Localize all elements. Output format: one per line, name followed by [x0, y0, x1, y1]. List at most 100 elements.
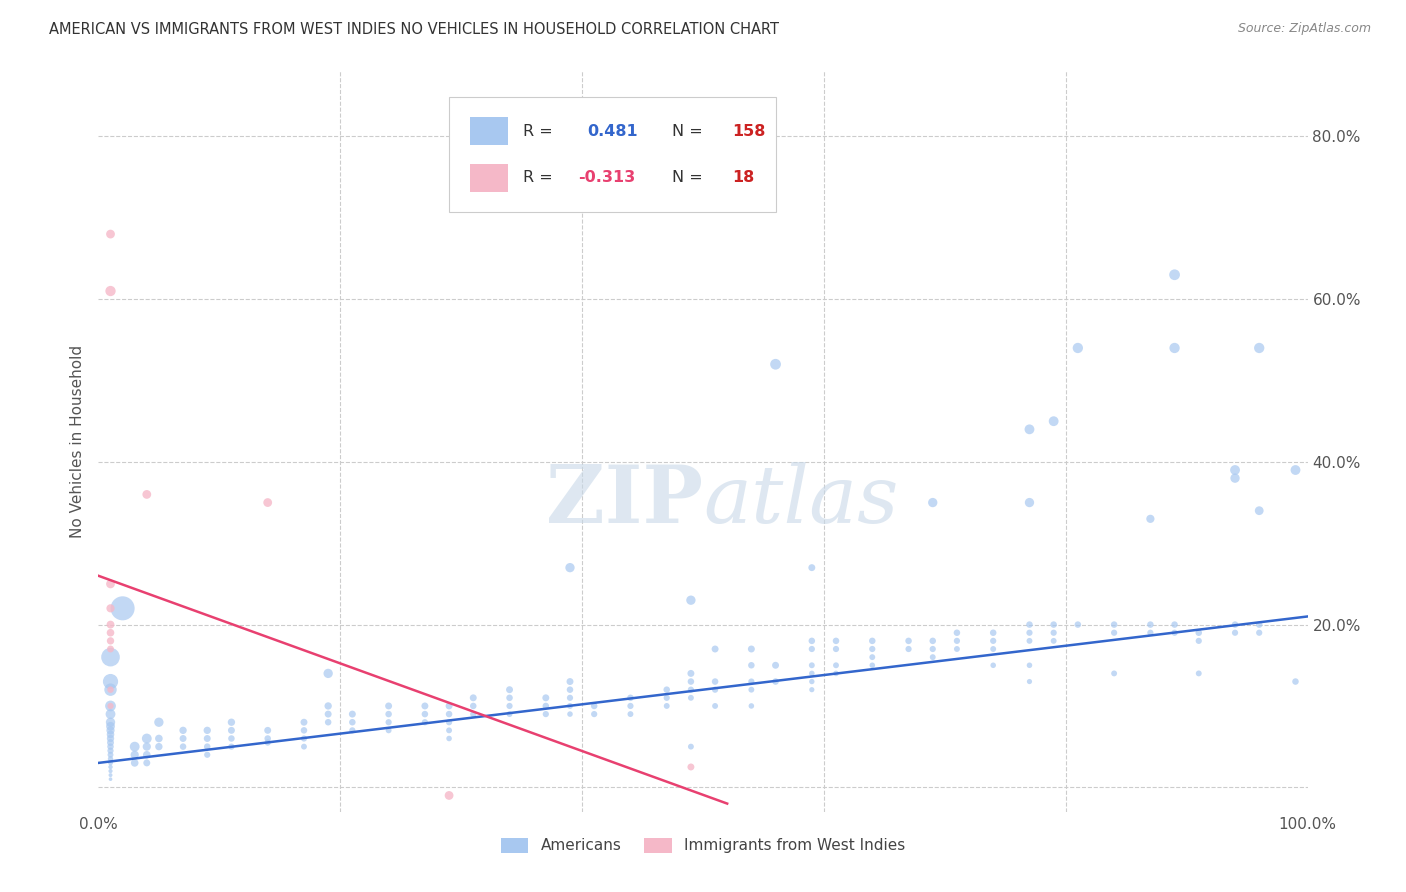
Point [1018, 625, 1040, 640]
Point [1018, 633, 1040, 648]
Point [558, 707, 581, 722]
Point [1284, 463, 1306, 477]
Point [1163, 341, 1185, 355]
Point [256, 723, 278, 738]
Point [704, 674, 727, 689]
Point [100, 650, 122, 665]
Point [100, 719, 122, 733]
Point [740, 674, 762, 689]
Point [800, 633, 823, 648]
Point [316, 707, 339, 722]
Point [619, 690, 641, 705]
Point [1139, 625, 1161, 640]
Point [800, 674, 823, 689]
Point [377, 723, 399, 738]
Point [100, 682, 122, 697]
Point [342, 715, 364, 730]
Point [679, 760, 702, 774]
Point [100, 747, 122, 762]
Point [100, 744, 122, 758]
Point [679, 739, 702, 754]
Point [1018, 658, 1040, 673]
Text: N =: N = [672, 170, 707, 186]
Point [100, 707, 122, 722]
Point [100, 674, 122, 689]
Point [100, 731, 122, 746]
Point [413, 707, 436, 722]
Point [1223, 463, 1246, 477]
Point [860, 658, 883, 673]
Point [172, 723, 194, 738]
Point [292, 723, 315, 738]
Point [100, 284, 122, 298]
Point [135, 756, 157, 770]
Point [981, 625, 1004, 640]
Text: Source: ZipAtlas.com: Source: ZipAtlas.com [1237, 22, 1371, 36]
Point [679, 666, 702, 681]
Point [1188, 666, 1211, 681]
Point [100, 764, 122, 778]
Point [195, 723, 218, 738]
Point [558, 674, 581, 689]
Point [1018, 674, 1040, 689]
Point [1188, 633, 1211, 648]
Point [897, 642, 920, 657]
Point [100, 601, 122, 615]
Point [316, 698, 339, 713]
Point [463, 698, 485, 713]
Point [437, 723, 460, 738]
Point [377, 707, 399, 722]
Point [679, 690, 702, 705]
Point [1223, 617, 1246, 632]
Text: R =: R = [523, 124, 558, 139]
Point [1042, 617, 1064, 632]
Point [655, 690, 678, 705]
Point [800, 666, 823, 681]
Point [860, 633, 883, 648]
Point [765, 674, 787, 689]
Point [740, 682, 762, 697]
Point [534, 707, 557, 722]
Point [946, 642, 969, 657]
Point [534, 690, 557, 705]
Point [558, 560, 581, 574]
Point [1163, 625, 1185, 640]
Point [256, 735, 278, 749]
Point [1249, 341, 1271, 355]
Point [583, 698, 606, 713]
Point [316, 715, 339, 730]
Point [921, 633, 943, 648]
Point [256, 731, 278, 746]
Point [437, 731, 460, 746]
Point [765, 658, 787, 673]
Point [100, 625, 122, 640]
Point [558, 690, 581, 705]
Point [100, 723, 122, 738]
Point [195, 731, 218, 746]
Point [135, 739, 157, 754]
Point [679, 593, 702, 607]
Text: 0.481: 0.481 [586, 124, 637, 139]
Point [1042, 625, 1064, 640]
Point [740, 642, 762, 657]
Point [100, 739, 122, 754]
Point [100, 698, 122, 713]
Point [437, 707, 460, 722]
Point [437, 715, 460, 730]
Point [1102, 666, 1125, 681]
Point [946, 633, 969, 648]
Point [800, 682, 823, 697]
Point [221, 731, 243, 746]
Point [740, 658, 762, 673]
Point [135, 747, 157, 762]
Point [704, 642, 727, 657]
Point [825, 642, 848, 657]
Point [1249, 617, 1271, 632]
Point [100, 727, 122, 741]
Text: atlas: atlas [703, 462, 898, 540]
Point [619, 698, 641, 713]
Point [825, 633, 848, 648]
Text: N =: N = [672, 124, 707, 139]
Point [100, 756, 122, 770]
Point [1223, 471, 1246, 485]
